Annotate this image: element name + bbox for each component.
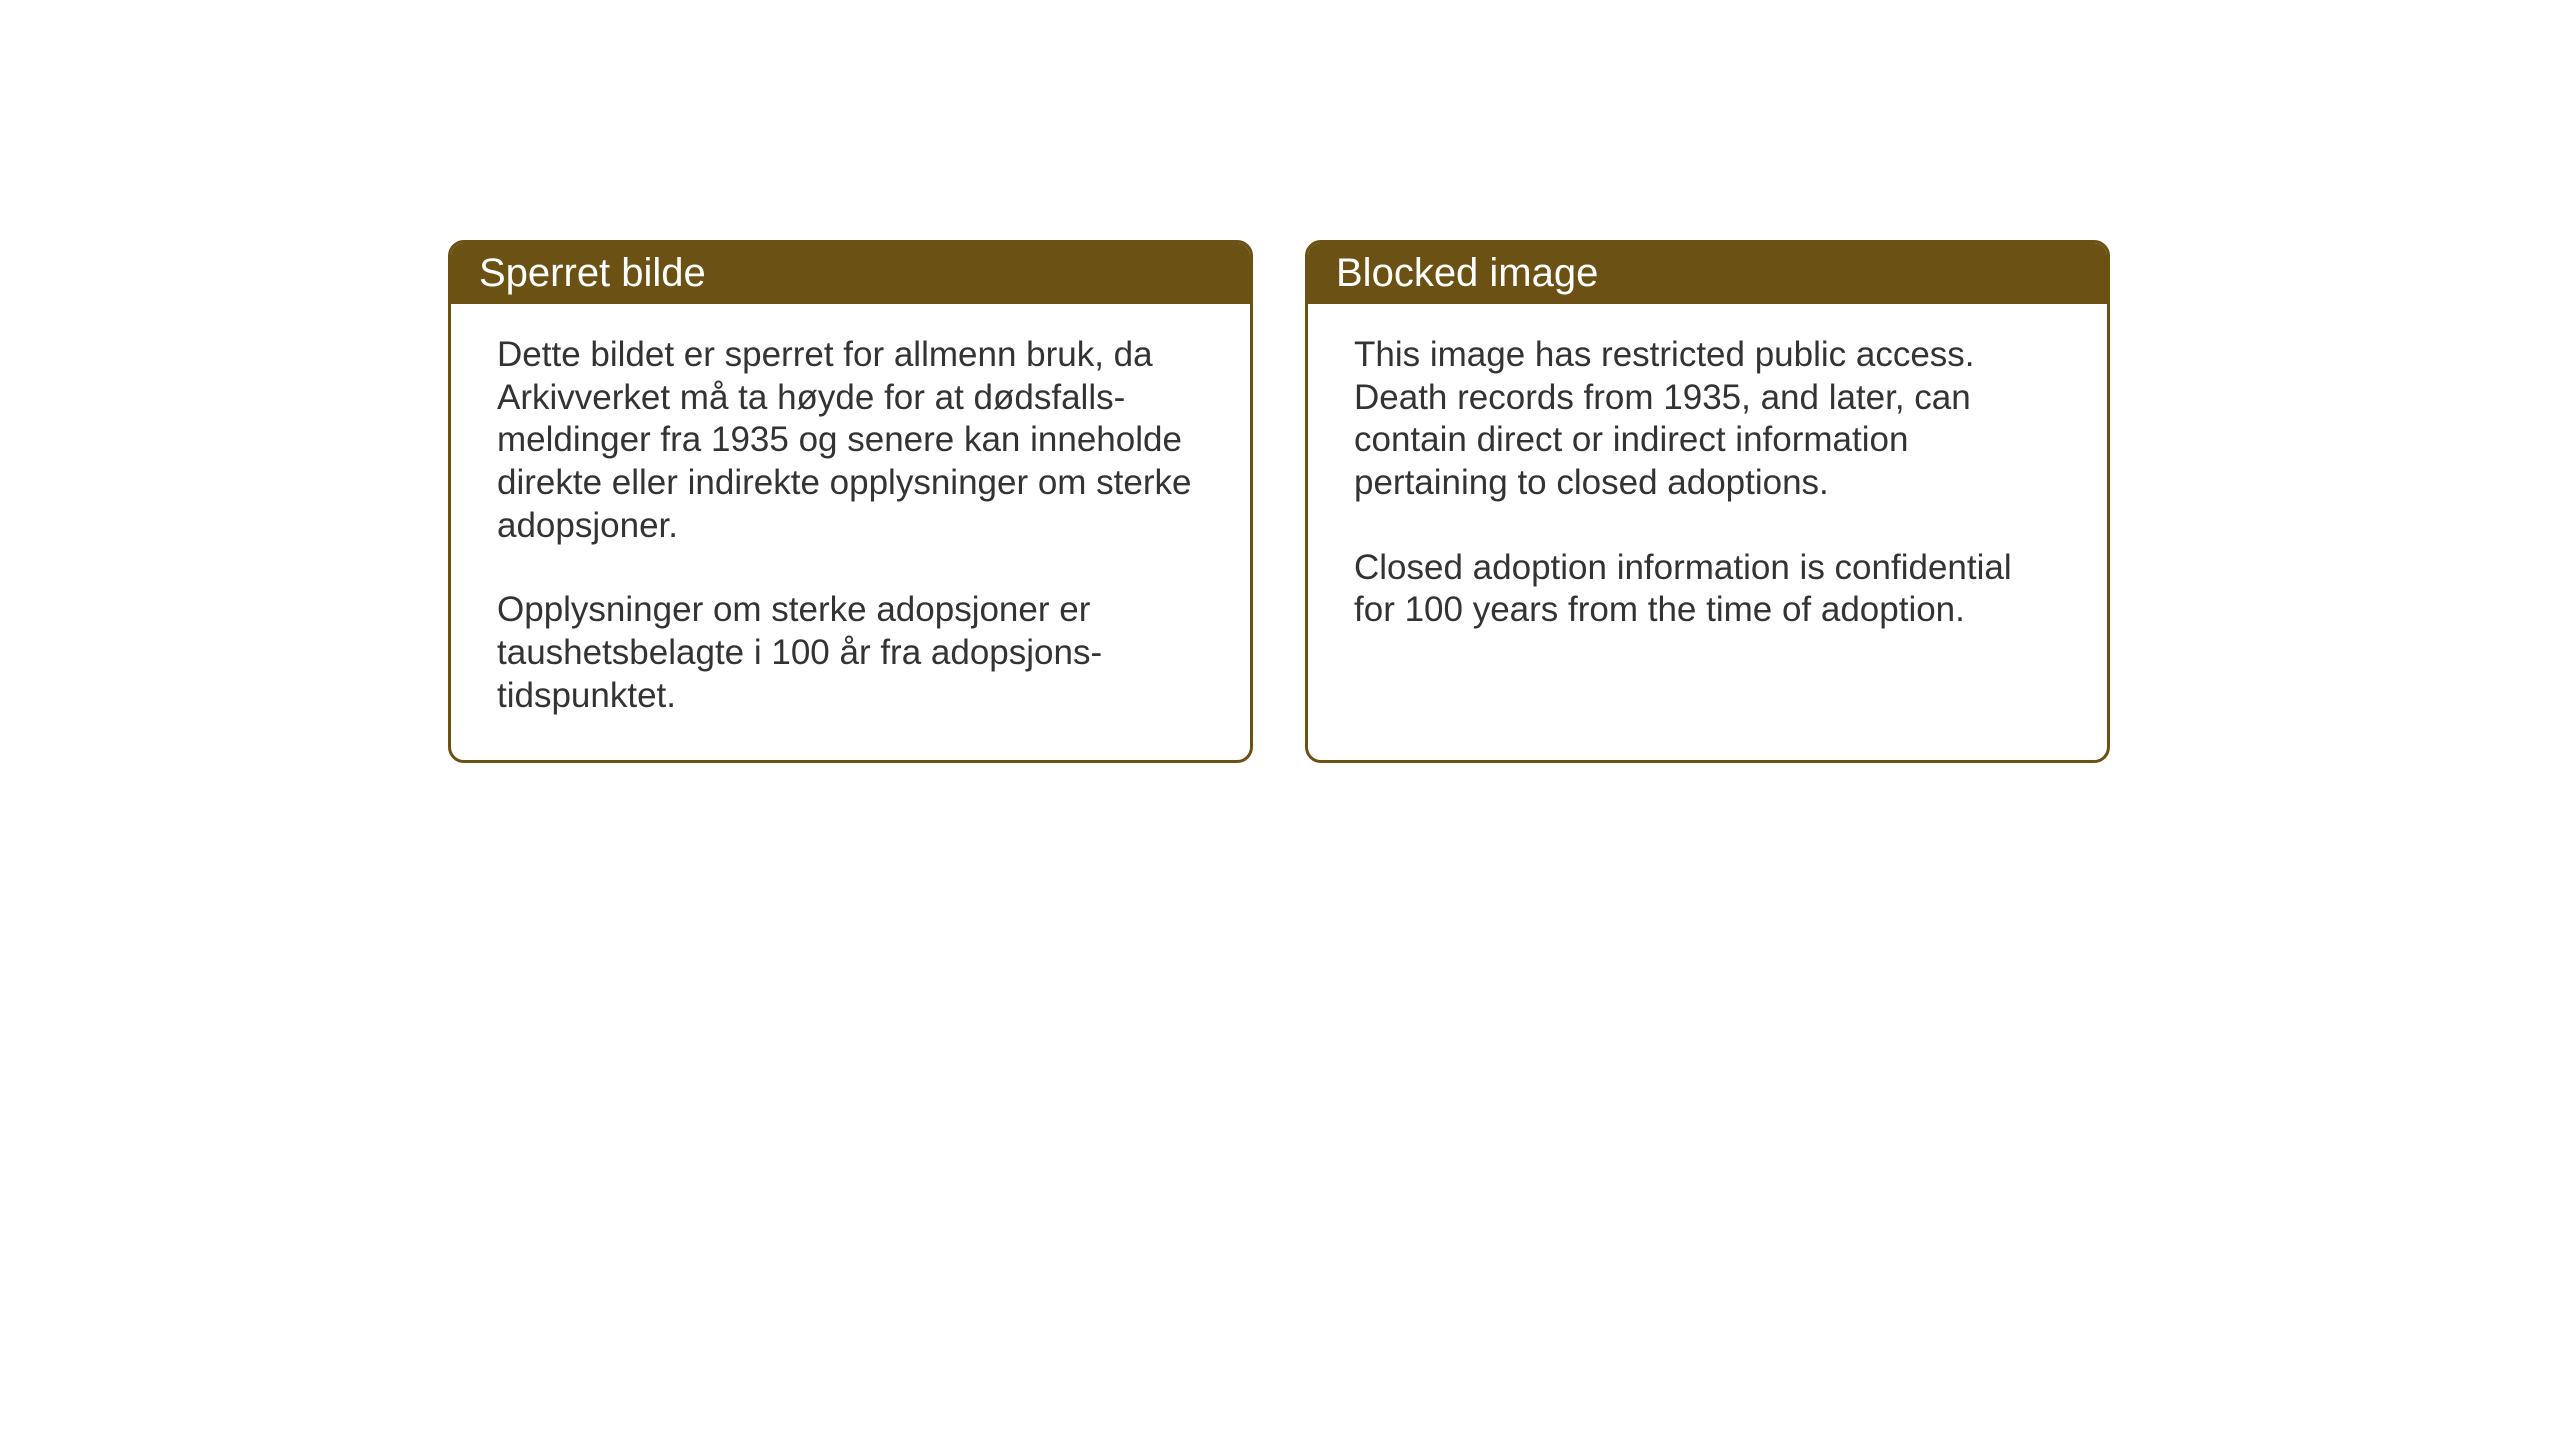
norwegian-card-title: Sperret bilde — [479, 251, 706, 295]
english-card: Blocked image This image has restricted … — [1305, 240, 2110, 763]
english-paragraph-2: Closed adoption information is confident… — [1354, 547, 2061, 632]
english-card-body: This image has restricted public access.… — [1308, 304, 2107, 674]
norwegian-card-body: Dette bildet er sperret for allmenn bruk… — [451, 304, 1250, 760]
norwegian-paragraph-2: Opplysninger om sterke adopsjoner er tau… — [497, 589, 1204, 717]
english-card-header: Blocked image — [1308, 243, 2107, 304]
cards-container: Sperret bilde Dette bildet er sperret fo… — [0, 0, 2560, 763]
norwegian-card-header: Sperret bilde — [451, 243, 1250, 304]
english-card-title: Blocked image — [1336, 251, 1598, 295]
norwegian-paragraph-1: Dette bildet er sperret for allmenn bruk… — [497, 334, 1204, 547]
english-paragraph-1: This image has restricted public access.… — [1354, 334, 2061, 505]
norwegian-card: Sperret bilde Dette bildet er sperret fo… — [448, 240, 1253, 763]
